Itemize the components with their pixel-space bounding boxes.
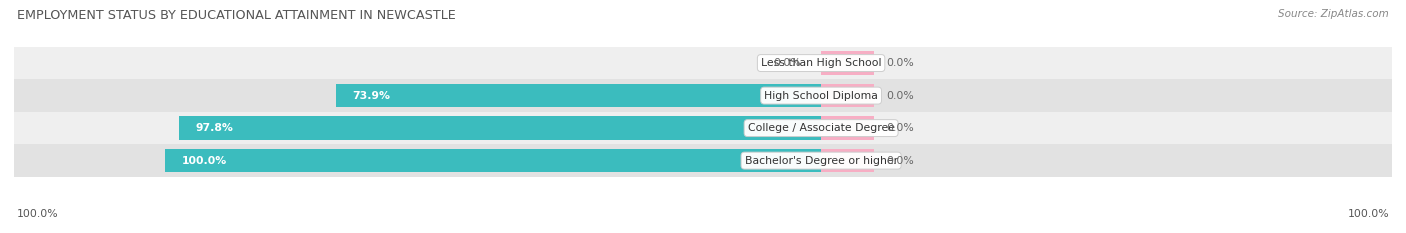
Text: 100.0%: 100.0% [1347,209,1389,219]
Bar [14,47,1392,79]
Text: 0.0%: 0.0% [773,58,801,68]
Text: 0.0%: 0.0% [887,58,914,68]
Text: EMPLOYMENT STATUS BY EDUCATIONAL ATTAINMENT IN NEWCASTLE: EMPLOYMENT STATUS BY EDUCATIONAL ATTAINM… [17,9,456,22]
Text: 0.0%: 0.0% [887,123,914,133]
Bar [821,149,873,172]
Text: 73.9%: 73.9% [353,91,391,101]
Text: 0.0%: 0.0% [887,91,914,101]
Text: 100.0%: 100.0% [17,209,59,219]
Bar [821,51,873,75]
Text: 0.0%: 0.0% [887,156,914,166]
Bar [14,79,1392,112]
Text: 97.8%: 97.8% [195,123,233,133]
Text: Less than High School: Less than High School [761,58,882,68]
Bar [336,84,821,107]
Text: 100.0%: 100.0% [181,156,226,166]
Bar [180,116,821,140]
Bar [14,112,1392,144]
Bar [165,149,821,172]
Text: Bachelor's Degree or higher: Bachelor's Degree or higher [745,156,897,166]
Bar [821,116,873,140]
Text: College / Associate Degree: College / Associate Degree [748,123,894,133]
Text: High School Diploma: High School Diploma [765,91,877,101]
Bar [14,144,1392,177]
Bar [821,84,873,107]
Text: Source: ZipAtlas.com: Source: ZipAtlas.com [1278,9,1389,19]
